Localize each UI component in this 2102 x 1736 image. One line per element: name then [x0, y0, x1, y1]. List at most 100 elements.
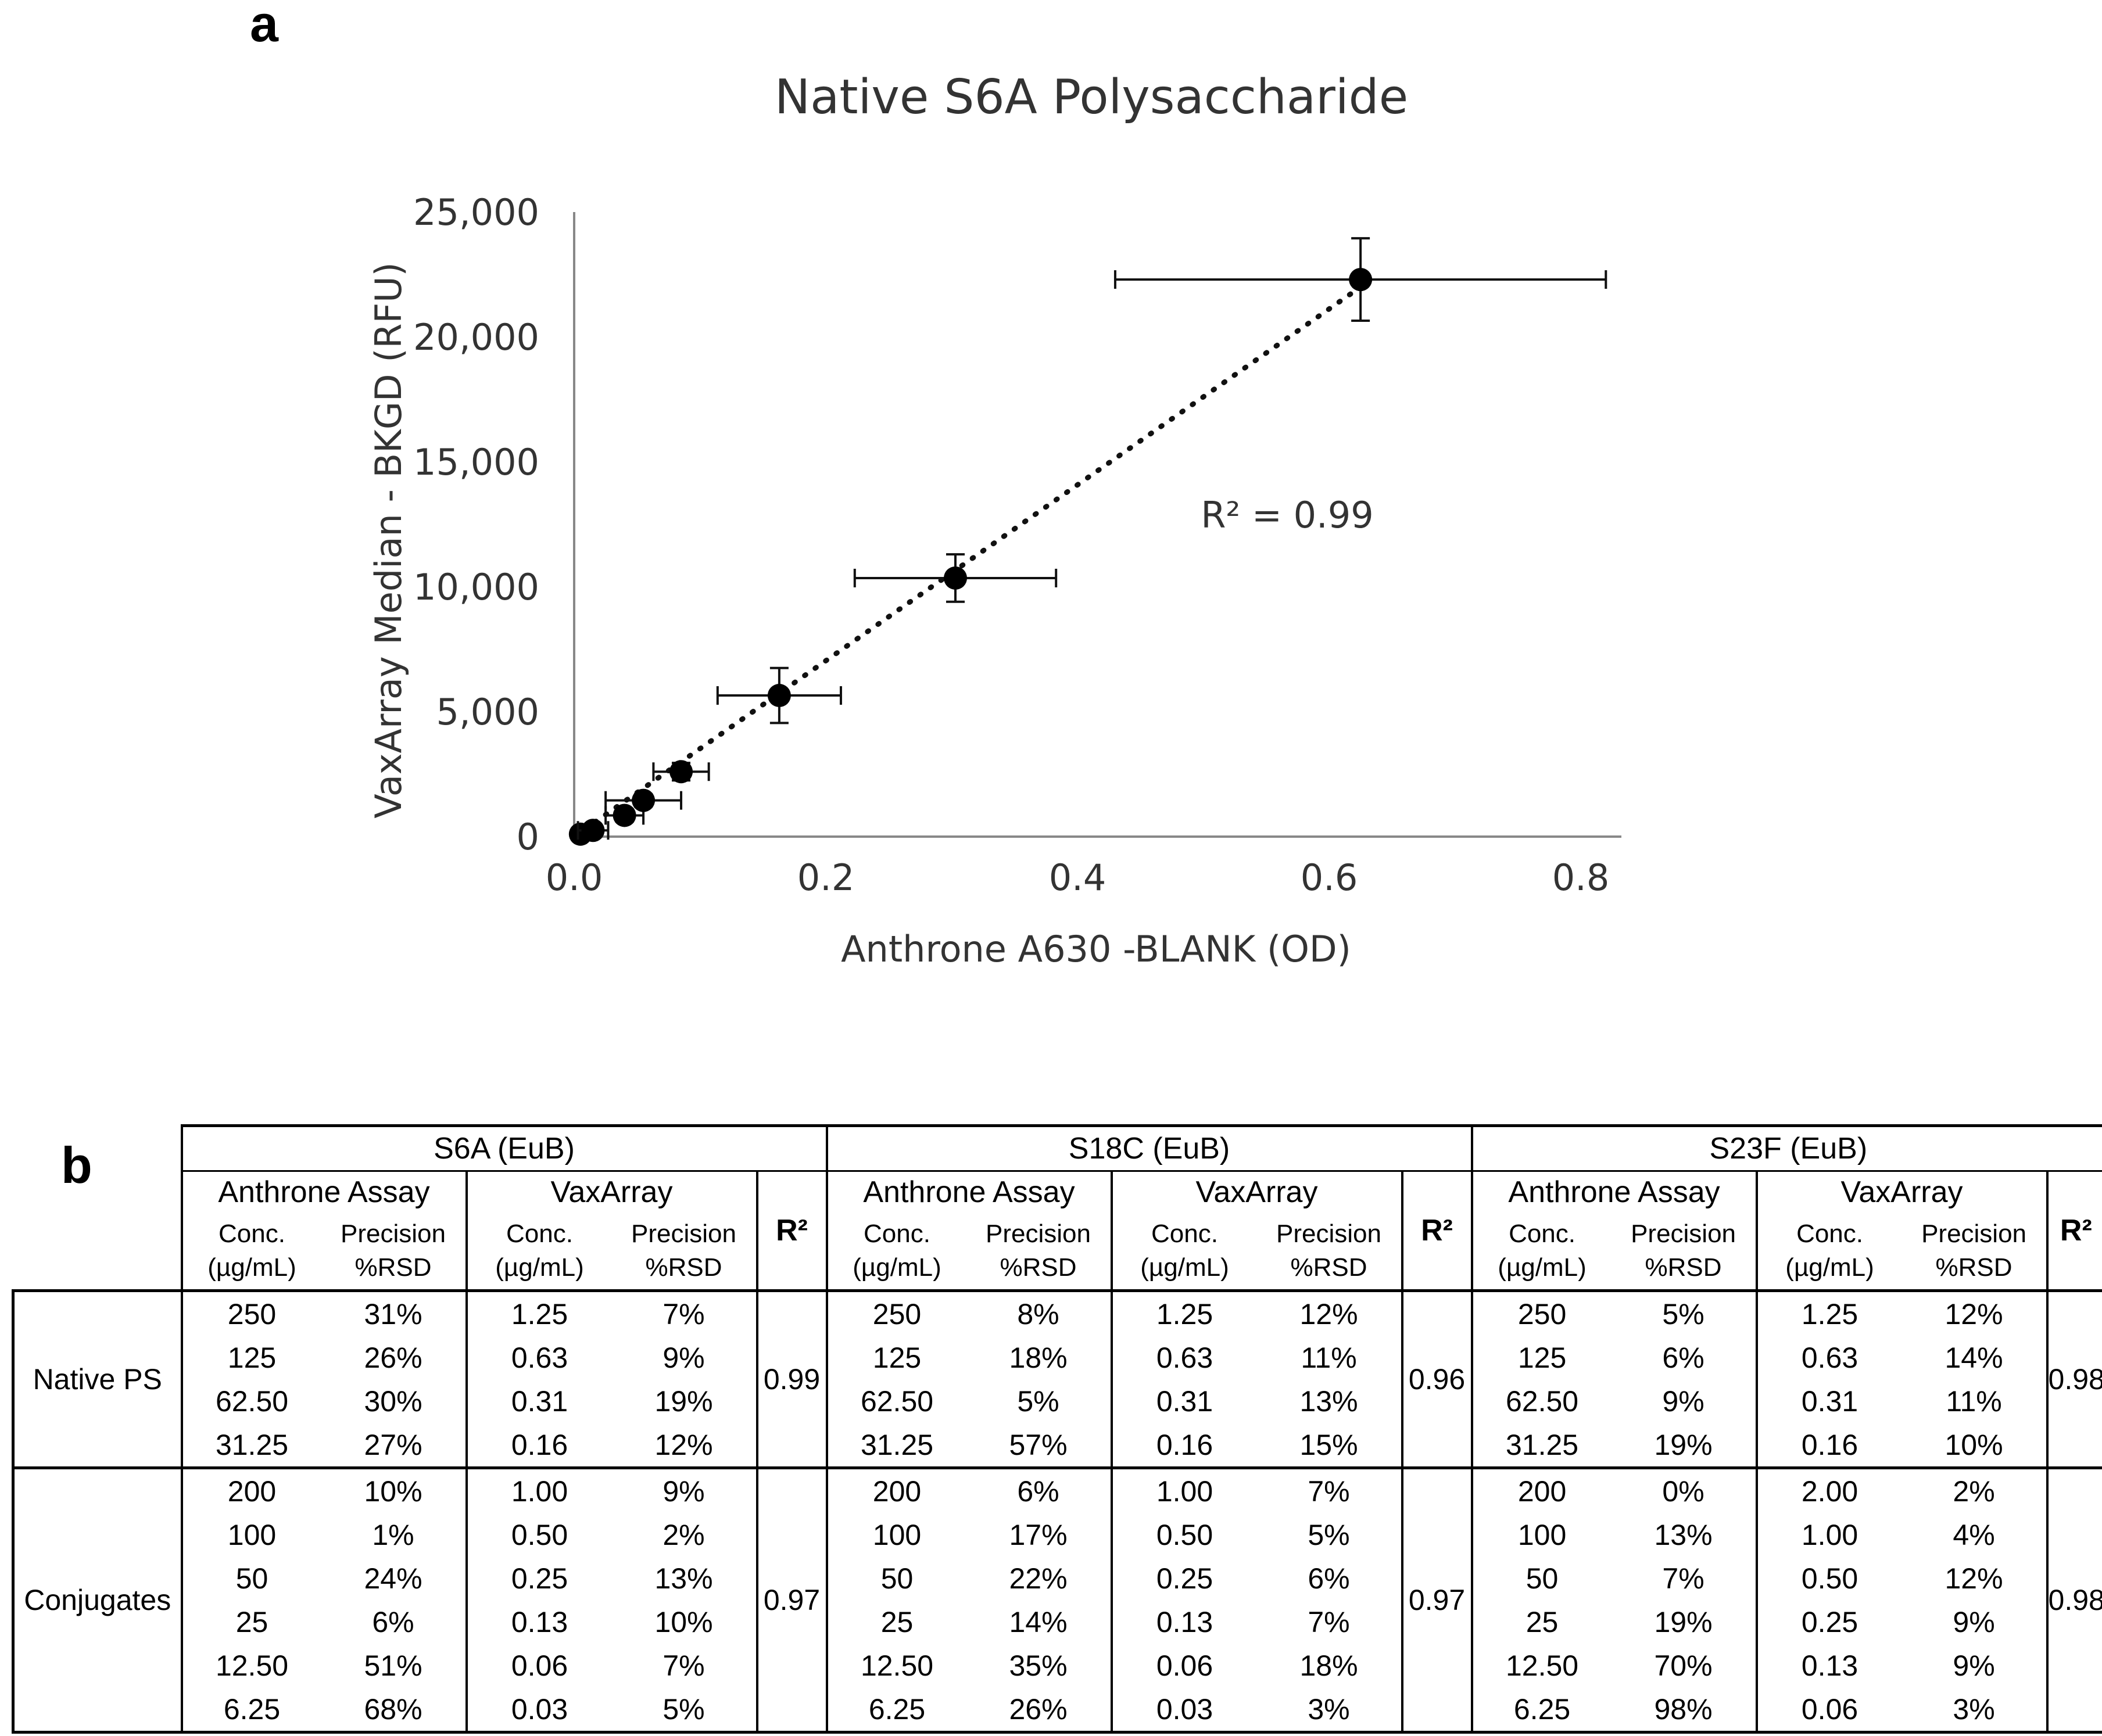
vaxarray-precision-cell: 9%: [1953, 1605, 1995, 1638]
header-line: Conc.: [506, 1219, 573, 1248]
x-ticks: 0.0 0.2 0.4 0.6 0.8: [546, 856, 1610, 899]
anthrone-conc-cell: 12.50: [825, 1644, 966, 1687]
anthrone-conc-cell: 250: [180, 1289, 321, 1336]
vaxarray-conc-cell: 0.16: [465, 1423, 612, 1468]
anthrone-conc-cell: 6.25: [180, 1687, 321, 1734]
vaxarray-conc-cell: 0.31: [1755, 1379, 1902, 1423]
anthrone-precision-cell: 24%: [364, 1562, 422, 1595]
anthrone-conc-cell: 62.50: [825, 1379, 966, 1423]
conc-header: Conc. (µg/mL): [825, 1213, 966, 1292]
vaxarray-conc-cell: 0.13: [465, 1600, 612, 1644]
data-point-marker: [767, 684, 791, 708]
anthrone-precision-cell: 6%: [372, 1605, 414, 1638]
anthrone-precision-cell: 7%: [1662, 1562, 1704, 1595]
section-label: Native PS: [12, 1289, 182, 1468]
anthrone-conc-cell: 6.25: [1470, 1687, 1612, 1734]
anthrone-precision-cell: 30%: [364, 1385, 422, 1418]
vaxarray-precision-cell: 15%: [1299, 1428, 1358, 1461]
header-line: %RSD: [1935, 1253, 2013, 1282]
table-row: 31.25 27% 0.16 12% 31.25 57% 0.16 15% 31.25 19% 0.…: [13, 1423, 2102, 1468]
header-line: Conc.: [1151, 1219, 1218, 1248]
anthrone-precision-cell: 8%: [966, 1289, 1112, 1336]
header-line: %RSD: [1290, 1253, 1367, 1282]
anthrone-conc-cell: 200: [825, 1466, 966, 1513]
anthrone-precision-cell: 17%: [1009, 1518, 1068, 1551]
anthrone-conc-cell: 25: [180, 1600, 321, 1644]
vaxarray-precision-cell: 12%: [654, 1428, 713, 1461]
anthrone-conc-cell: 50: [1470, 1556, 1612, 1600]
data-point: [716, 666, 842, 724]
vaxarray-precision-cell: 9%: [611, 1466, 757, 1513]
anthrone-conc-cell: 200: [1470, 1466, 1612, 1513]
anthrone-conc-cell: 12.50: [1470, 1644, 1612, 1687]
table-column-header-row: Conc. (µg/mL) Precision %RSD Conc. (µg/mL) Pre…: [13, 1213, 2102, 1292]
group-header: S18C (EuB): [825, 1124, 1472, 1172]
anthrone-conc-cell: 25: [1470, 1600, 1612, 1644]
data-point-marker: [581, 819, 605, 842]
data-point-marker: [943, 566, 967, 590]
vaxarray-conc-cell: 0.16: [1755, 1423, 1902, 1468]
r2-value: 0.98: [2046, 1466, 2102, 1734]
vaxarray-precision-cell: 14%: [1945, 1341, 2003, 1374]
data-point-marker: [1349, 268, 1373, 292]
conc-header: Conc. (µg/mL): [1110, 1213, 1257, 1292]
vaxarray-header: VaxArray: [465, 1171, 757, 1213]
group-header: S6A (EuB): [180, 1124, 827, 1172]
table-row: Native PS 250 31% 1.25 7% 0.99 250 8% 1.25 12% 0.9…: [12, 1289, 2102, 1468]
anthrone-conc-cell: 50: [180, 1556, 321, 1600]
anthrone-precision-cell: 5%: [1611, 1289, 1757, 1336]
y-tick-label: 15,000: [413, 441, 539, 483]
anthrone-precision-cell: 18%: [1009, 1341, 1068, 1374]
vaxarray-conc-cell: 2.00: [1755, 1466, 1902, 1513]
anthrone-assay-header: Anthrone Assay: [1470, 1171, 1757, 1213]
header-line: Conc.: [1796, 1219, 1864, 1248]
header-line: (µg/mL): [495, 1253, 584, 1282]
anthrone-conc-cell: 62.50: [180, 1379, 321, 1423]
r2-value: 0.99: [755, 1289, 827, 1468]
chart-title: Native S6A Polysaccharide: [775, 70, 1408, 125]
x-tick-label: 0.4: [1049, 856, 1106, 899]
vaxarray-conc-cell: 0.31: [1110, 1379, 1257, 1423]
vaxarray-precision-cell: 13%: [654, 1562, 713, 1595]
conc-header: Conc. (µg/mL): [465, 1213, 612, 1292]
vaxarray-precision-cell: 19%: [654, 1385, 713, 1418]
y-tick-label: 10,000: [413, 566, 539, 608]
header-line: (µg/mL): [1140, 1253, 1229, 1282]
r2-value: 0.96: [1401, 1289, 1472, 1468]
vaxarray-precision-cell: 5%: [1308, 1518, 1350, 1551]
header-line: (µg/mL): [207, 1253, 296, 1282]
anthrone-precision-cell: 6%: [1662, 1341, 1704, 1374]
anthrone-precision-cell: 1%: [372, 1518, 414, 1551]
r2-header: R²: [2046, 1171, 2102, 1292]
header-line: Precision: [1276, 1219, 1381, 1248]
header-line: (µg/mL): [1498, 1253, 1587, 1282]
vaxarray-conc-cell: 0.13: [1755, 1644, 1902, 1687]
anthrone-precision-cell: 51%: [364, 1649, 422, 1682]
vaxarray-header: VaxArray: [1110, 1171, 1402, 1213]
vaxarray-conc-cell: 0.06: [465, 1644, 612, 1687]
anthrone-conc-cell: 100: [1470, 1513, 1612, 1556]
data-point: [853, 553, 1058, 603]
anthrone-conc-cell: 62.50: [1470, 1379, 1612, 1423]
vaxarray-precision-cell: 11%: [1946, 1385, 2002, 1418]
anthrone-conc-cell: 250: [1470, 1289, 1612, 1336]
y-tick-label: 5,000: [436, 691, 540, 733]
vaxarray-conc-cell: 0.50: [465, 1513, 612, 1556]
anthrone-precision-cell: 19%: [1654, 1605, 1713, 1638]
vaxarray-conc-cell: 0.13: [1110, 1600, 1257, 1644]
vaxarray-precision-cell: 12%: [1256, 1289, 1402, 1336]
anthrone-conc-cell: 31.25: [180, 1423, 321, 1468]
header-line: %RSD: [1645, 1253, 1722, 1282]
vaxarray-conc-cell: 0.25: [1755, 1600, 1902, 1644]
vaxarray-precision-cell: 7%: [611, 1289, 757, 1336]
data-point: [1113, 237, 1607, 322]
precision-header: Precision %RSD: [1256, 1213, 1402, 1292]
x-axis-label: Anthrone A630 -BLANK (OD): [841, 928, 1351, 970]
y-tick-label: 0: [517, 816, 539, 858]
anthrone-precision-cell: 26%: [966, 1687, 1112, 1734]
anthrone-precision-cell: 19%: [1654, 1428, 1713, 1461]
vaxarray-precision-cell: 13%: [1299, 1385, 1358, 1418]
anthrone-conc-cell: 125: [180, 1336, 321, 1379]
header-line: Precision: [1921, 1219, 2027, 1248]
table-row: 25 6% 0.13 10% 25 14% 0.13 7% 25 19% 0.25 9%: [13, 1600, 2102, 1644]
